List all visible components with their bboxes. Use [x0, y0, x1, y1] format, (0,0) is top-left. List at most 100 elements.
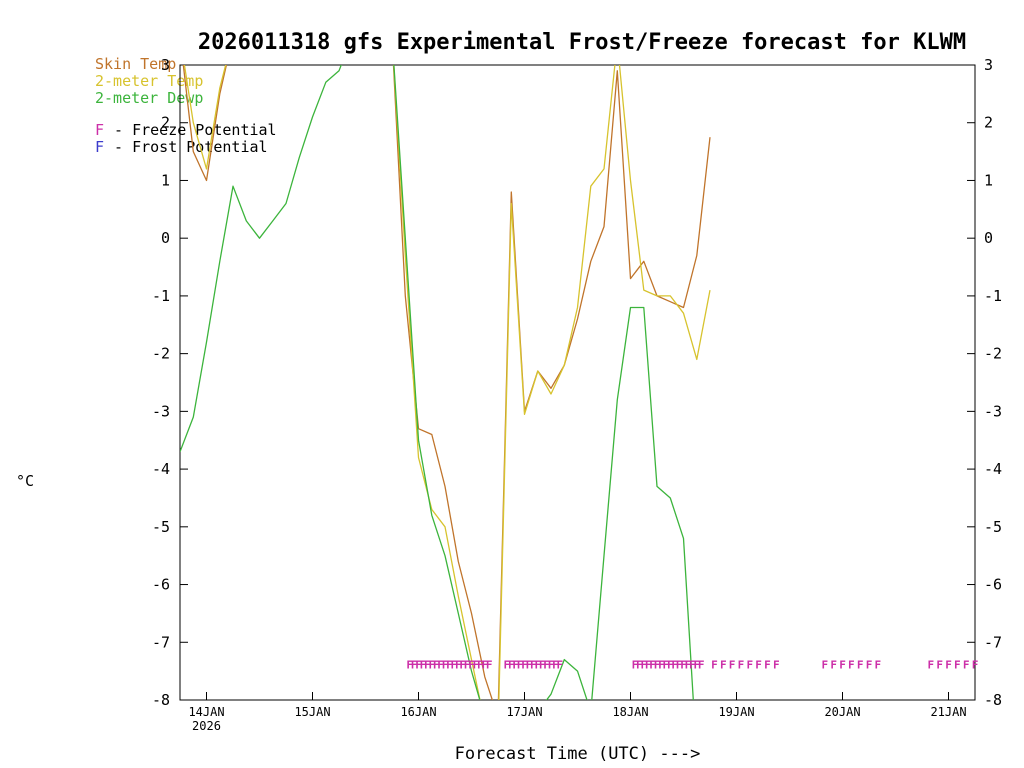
- chart-title: 2026011318 gfs Experimental Frost/Freeze…: [197, 30, 967, 55]
- freeze-potential-mark: F: [640, 658, 647, 671]
- freeze-potential-mark: F: [552, 658, 559, 671]
- plot-frame: [179, 64, 976, 701]
- freeze-potential-mark: F: [548, 658, 555, 671]
- series-line-temp_2m: [183, 65, 711, 700]
- x-tick-label: 20JAN: [824, 705, 860, 719]
- freeze-potential-mark: F: [662, 658, 669, 671]
- freeze-potential-mark: F: [972, 658, 979, 671]
- freeze-potential-mark: F: [693, 658, 700, 671]
- frost-flag-label: - Frost Potential: [114, 138, 268, 156]
- y-tick-label-left: -3: [152, 402, 170, 420]
- y-tick-label-right: -4: [984, 460, 1002, 478]
- freeze-potential-mark: F: [711, 658, 718, 671]
- y-axis-unit-label: °C: [16, 472, 35, 490]
- legend-item-frost-potential: F - Frost Potential: [95, 139, 277, 156]
- freeze-potential-mark: F: [450, 658, 457, 671]
- y-tick-label-left: -7: [152, 633, 170, 651]
- freeze-potential-mark: F: [729, 658, 736, 671]
- freeze-potential-mark: F: [821, 658, 828, 671]
- freeze-potential-mark: F: [927, 658, 934, 671]
- freeze-potential-mark: F: [556, 658, 563, 671]
- y-tick-label-right: 1: [984, 171, 993, 189]
- x-tick-label: 18JAN: [612, 705, 648, 719]
- freeze-potential-mark: F: [459, 658, 466, 671]
- x-tick-label: 19JAN: [718, 705, 754, 719]
- freeze-potential-mark: F: [468, 658, 475, 671]
- freeze-potential-mark: F: [411, 658, 418, 671]
- y-tick-label-left: 1: [161, 171, 170, 189]
- freeze-potential-mark: F: [936, 658, 943, 671]
- freeze-potential-mark: F: [526, 658, 533, 671]
- freeze-potential-mark: F: [857, 658, 864, 671]
- legend-item-skin-temp: Skin Temp: [95, 55, 177, 73]
- x-tick-label: 16JAN: [400, 705, 436, 719]
- freeze-potential-mark: F: [464, 658, 471, 671]
- freeze-potential-mark: F: [773, 658, 780, 671]
- freeze-potential-mark: F: [645, 658, 652, 671]
- freeze-potential-mark: F: [481, 658, 488, 671]
- x-tick-label: 14JAN: [188, 705, 224, 719]
- freeze-potential-mark: F: [738, 658, 745, 671]
- freeze-potential-mark: F: [954, 658, 961, 671]
- freeze-potential-mark: F: [508, 658, 515, 671]
- freeze-potential-mark: F: [521, 658, 528, 671]
- x-tick-label: 21JAN: [930, 705, 966, 719]
- freeze-potential-mark: F: [945, 658, 952, 671]
- freeze-potential-mark: F: [866, 658, 873, 671]
- freeze-potential-mark: F: [963, 658, 970, 671]
- y-tick-label-right: -5: [984, 518, 1002, 536]
- freeze-potential-mark: F: [632, 658, 639, 671]
- freeze-potential-mark: F: [424, 658, 431, 671]
- y-tick-label-left: -5: [152, 518, 170, 536]
- series-line-dewp_2m: [180, 65, 694, 700]
- y-tick-label-left: 0: [161, 229, 170, 247]
- freeze-potential-mark: F: [486, 658, 493, 671]
- freeze-potential-mark: F: [539, 658, 546, 671]
- freeze-potential-mark: F: [689, 658, 696, 671]
- y-tick-label-right: -2: [984, 345, 1002, 363]
- freeze-potential-mark: F: [698, 658, 705, 671]
- freeze-potential-mark: F: [415, 658, 422, 671]
- y-tick-label-left: -2: [152, 345, 170, 363]
- flag-legend: F - Freeze Potential F - Frost Potential: [95, 122, 277, 156]
- y-tick-label-right: -1: [984, 287, 1002, 305]
- y-tick-label-right: -6: [984, 576, 1002, 594]
- series-line-skin_temp: [182, 65, 711, 700]
- freeze-potential-mark: F: [636, 658, 643, 671]
- freeze-potential-mark: F: [442, 658, 449, 671]
- y-tick-label-left: -1: [152, 287, 170, 305]
- freeze-potential-mark: F: [455, 658, 462, 671]
- x-axis-title: Forecast Time (UTC) --->: [454, 744, 701, 764]
- freeze-flag-symbol: F: [95, 121, 105, 139]
- freeze-flag-label: - Freeze Potential: [114, 121, 277, 139]
- freeze-potential-mark: F: [839, 658, 846, 671]
- y-tick-label-left: 3: [161, 56, 170, 74]
- y-tick-label-right: -7: [984, 633, 1002, 651]
- freeze-potential-mark: F: [534, 658, 541, 671]
- y-tick-label-right: 2: [984, 114, 993, 132]
- legend-item-2m-dewp: 2-meter Dewp: [95, 89, 204, 107]
- y-tick-label-left: -8: [152, 691, 170, 709]
- freeze-potential-mark: F: [649, 658, 656, 671]
- y-tick-label-right: -8: [984, 691, 1002, 709]
- y-tick-label-right: 3: [984, 56, 993, 74]
- freeze-potential-mark: F: [848, 658, 855, 671]
- freeze-potential-mark: F: [530, 658, 537, 671]
- freeze-potential-mark: F: [671, 658, 678, 671]
- freeze-potential-mark: F: [420, 658, 427, 671]
- freeze-potential-mark: F: [680, 658, 687, 671]
- y-tick-label-left: -6: [152, 576, 170, 594]
- freeze-potential-mark: F: [720, 658, 727, 671]
- freeze-potential-mark: F: [830, 658, 837, 671]
- freeze-potential-mark: F: [667, 658, 674, 671]
- freeze-potential-mark: F: [543, 658, 550, 671]
- x-tick-label: 17JAN: [506, 705, 542, 719]
- freeze-potential-mark: F: [685, 658, 692, 671]
- freeze-potential-mark: F: [473, 658, 480, 671]
- x-axis-year-label: 2026: [192, 719, 221, 733]
- freeze-potential-mark: F: [764, 658, 771, 671]
- freeze-potential-mark: F: [517, 658, 524, 671]
- freeze-potential-mark: F: [446, 658, 453, 671]
